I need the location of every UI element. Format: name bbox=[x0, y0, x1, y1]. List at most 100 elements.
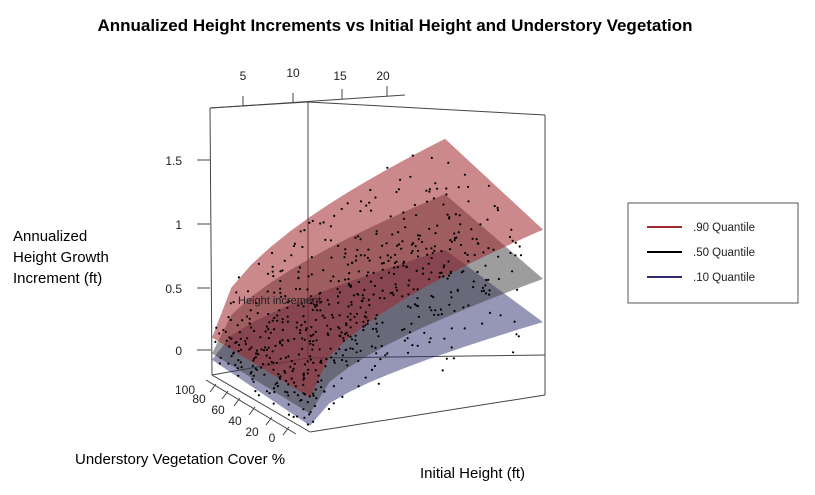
data-point bbox=[359, 210, 362, 213]
data-point bbox=[265, 390, 269, 393]
data-point bbox=[289, 365, 292, 368]
data-point bbox=[286, 306, 289, 309]
data-point bbox=[412, 288, 415, 291]
data-point bbox=[402, 264, 405, 267]
quantile-surfaces bbox=[212, 138, 543, 426]
data-point bbox=[349, 284, 352, 287]
data-point bbox=[312, 343, 315, 346]
data-point bbox=[341, 354, 344, 357]
data-point bbox=[232, 301, 235, 304]
data-point bbox=[372, 271, 375, 274]
data-point bbox=[428, 278, 431, 281]
data-point bbox=[412, 242, 415, 245]
data-point bbox=[335, 352, 338, 355]
data-point bbox=[219, 356, 222, 359]
data-point bbox=[307, 275, 310, 278]
data-point bbox=[344, 248, 347, 251]
data-point bbox=[385, 242, 388, 245]
data-point bbox=[433, 249, 436, 252]
data-point bbox=[510, 228, 513, 231]
data-point bbox=[329, 225, 332, 228]
data-point bbox=[252, 329, 256, 333]
data-point bbox=[283, 259, 286, 262]
data-point bbox=[417, 238, 420, 241]
data-point bbox=[407, 293, 410, 296]
data-point bbox=[369, 188, 372, 192]
data-point bbox=[330, 256, 333, 259]
data-point bbox=[279, 287, 282, 290]
data-point bbox=[402, 261, 405, 265]
data-point bbox=[271, 350, 274, 353]
y-axis-label: Understory Vegetation Cover % bbox=[75, 451, 285, 468]
data-point bbox=[386, 254, 389, 257]
data-point bbox=[218, 332, 221, 335]
data-point bbox=[367, 248, 370, 251]
data-point bbox=[279, 342, 282, 345]
data-point bbox=[342, 337, 345, 340]
data-point bbox=[297, 276, 300, 279]
data-point bbox=[519, 254, 523, 257]
data-point bbox=[473, 253, 476, 257]
data-point bbox=[306, 360, 309, 363]
data-point bbox=[434, 232, 437, 235]
data-point bbox=[246, 315, 249, 318]
data-point bbox=[392, 293, 395, 296]
data-point bbox=[499, 314, 502, 317]
data-point bbox=[391, 233, 394, 236]
data-point bbox=[355, 342, 359, 345]
data-point bbox=[404, 226, 407, 229]
data-point bbox=[354, 339, 357, 342]
data-point bbox=[357, 280, 360, 284]
data-point bbox=[482, 251, 485, 254]
data-point bbox=[309, 358, 312, 361]
data-point bbox=[293, 391, 296, 394]
z-axis-label-line: Height Growth bbox=[13, 249, 109, 266]
data-point bbox=[306, 401, 309, 404]
data-point bbox=[359, 238, 362, 241]
data-point bbox=[302, 315, 305, 318]
data-point bbox=[287, 403, 290, 406]
data-point bbox=[409, 306, 412, 309]
data-point bbox=[450, 327, 453, 330]
data-point bbox=[413, 303, 416, 306]
data-point bbox=[357, 270, 360, 273]
data-point bbox=[314, 318, 317, 322]
legend-label: .90 Quantile bbox=[693, 222, 755, 234]
data-point bbox=[248, 317, 251, 320]
data-point bbox=[297, 353, 300, 356]
data-point bbox=[427, 262, 430, 265]
data-point bbox=[252, 374, 255, 377]
data-point bbox=[273, 390, 276, 394]
data-point bbox=[232, 351, 235, 354]
data-point bbox=[363, 254, 366, 257]
data-point bbox=[514, 241, 517, 244]
data-point bbox=[281, 328, 284, 331]
data-point bbox=[246, 290, 250, 293]
data-point bbox=[373, 284, 377, 288]
data-point bbox=[268, 321, 271, 324]
data-point bbox=[276, 319, 279, 322]
data-point bbox=[306, 423, 309, 426]
data-point bbox=[240, 366, 243, 369]
data-point bbox=[271, 265, 274, 268]
data-point bbox=[268, 356, 271, 359]
data-point bbox=[300, 398, 303, 402]
data-point bbox=[403, 328, 406, 331]
data-point bbox=[448, 216, 451, 219]
data-point bbox=[302, 305, 305, 308]
z-tick-label: 1 bbox=[175, 218, 182, 232]
data-point bbox=[296, 415, 299, 418]
data-point bbox=[292, 415, 295, 418]
data-point bbox=[457, 186, 460, 189]
data-point bbox=[281, 321, 284, 324]
data-point bbox=[423, 331, 426, 334]
data-point bbox=[256, 312, 259, 315]
data-point bbox=[375, 330, 378, 333]
data-point bbox=[300, 302, 303, 305]
data-point bbox=[386, 166, 389, 169]
data-point bbox=[240, 348, 243, 351]
data-point bbox=[437, 313, 440, 316]
data-point bbox=[347, 305, 350, 308]
data-point bbox=[482, 289, 485, 292]
